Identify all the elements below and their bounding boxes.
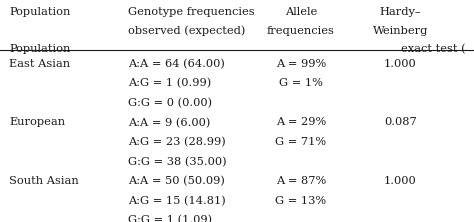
Text: 1.000: 1.000 — [384, 59, 417, 69]
Text: A:G = 15 (14.81): A:G = 15 (14.81) — [128, 196, 226, 206]
Text: observed (expected): observed (expected) — [128, 26, 246, 36]
Text: 1.000: 1.000 — [384, 176, 417, 186]
Text: A:A = 64 (64.00): A:A = 64 (64.00) — [128, 59, 225, 69]
Text: G = 1%: G = 1% — [279, 78, 323, 88]
Text: exact test (: exact test ( — [401, 44, 465, 55]
Text: Population: Population — [9, 7, 71, 17]
Text: G:G = 38 (35.00): G:G = 38 (35.00) — [128, 157, 227, 167]
Text: G:G = 0 (0.00): G:G = 0 (0.00) — [128, 98, 212, 108]
Text: 0.087: 0.087 — [384, 117, 417, 127]
Text: A:G = 1 (0.99): A:G = 1 (0.99) — [128, 78, 211, 89]
Text: South Asian: South Asian — [9, 176, 79, 186]
Text: Allele: Allele — [285, 7, 317, 17]
Text: European: European — [9, 117, 65, 127]
Text: Hardy–: Hardy– — [380, 7, 421, 17]
Text: A = 99%: A = 99% — [276, 59, 326, 69]
Text: Population: Population — [9, 44, 71, 54]
Text: A:G = 23 (28.99): A:G = 23 (28.99) — [128, 137, 226, 147]
Text: A = 87%: A = 87% — [276, 176, 326, 186]
Text: frequencies: frequencies — [267, 26, 335, 36]
Text: Weinberg: Weinberg — [373, 26, 428, 36]
Text: East Asian: East Asian — [9, 59, 71, 69]
Text: Genotype frequencies: Genotype frequencies — [128, 7, 255, 17]
Text: A:A = 50 (50.09): A:A = 50 (50.09) — [128, 176, 225, 186]
Text: A:A = 9 (6.00): A:A = 9 (6.00) — [128, 117, 210, 128]
Text: G = 13%: G = 13% — [275, 196, 327, 206]
Text: G = 71%: G = 71% — [275, 137, 327, 147]
Text: G:G = 1 (1.09): G:G = 1 (1.09) — [128, 215, 212, 222]
Text: A = 29%: A = 29% — [276, 117, 326, 127]
